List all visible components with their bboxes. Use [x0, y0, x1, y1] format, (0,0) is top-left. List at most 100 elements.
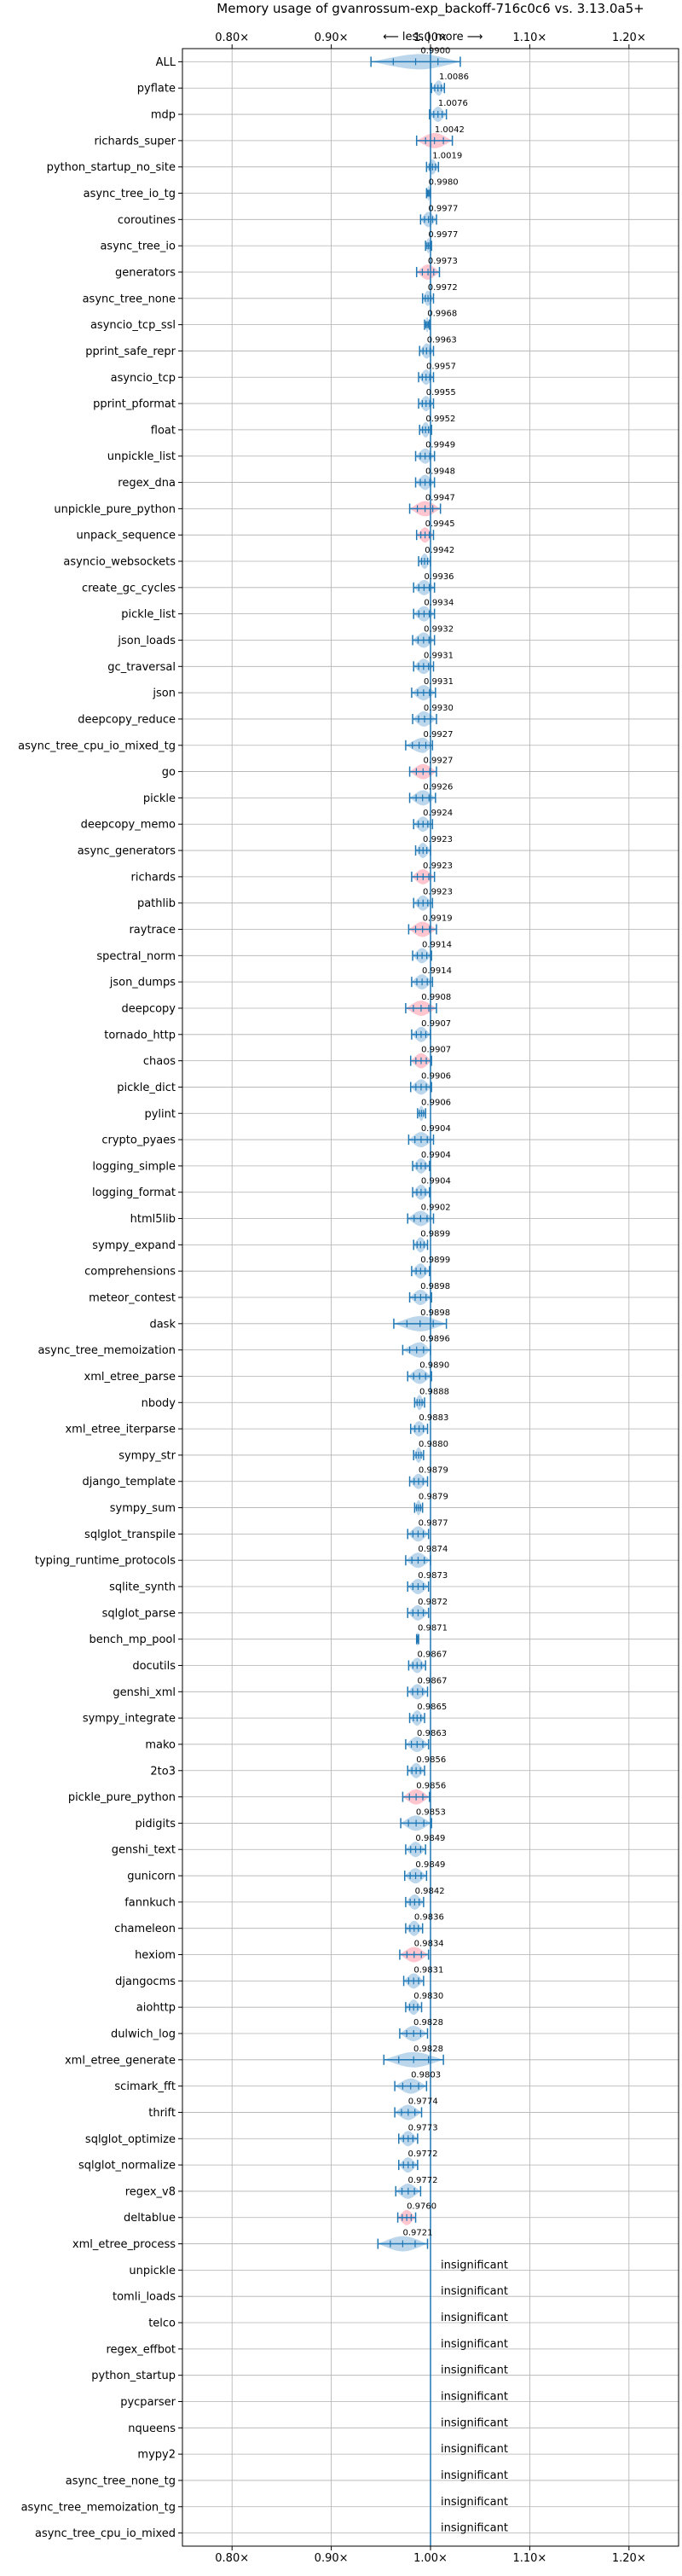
category-label: dask [149, 1318, 176, 1331]
category-label: python_startup_no_site [47, 161, 176, 174]
value-label: 0.9849 [415, 1834, 445, 1843]
value-label: 0.9945 [425, 519, 455, 529]
x-tick-label-top: 0.80× [215, 32, 249, 44]
value-label: 0.9904 [421, 1177, 451, 1186]
value-label: 0.9831 [413, 1965, 443, 1975]
category-label: async_tree_cpu_io_mixed [35, 2527, 176, 2540]
x-tick-label-bottom: 1.20× [612, 2552, 646, 2565]
category-label: sympy_sum [110, 1502, 176, 1515]
category-label: async_tree_none [83, 293, 176, 305]
category-label: deepcopy_reduce [78, 713, 176, 726]
category-label: docutils [132, 1660, 176, 1673]
category-label: djangocms [115, 1976, 176, 1988]
category-label: meteor_contest [89, 1292, 176, 1305]
value-label: 0.9957 [426, 362, 456, 371]
value-label: 0.9803 [411, 2071, 441, 2080]
category-label: raytrace [129, 924, 176, 937]
category-label: deepcopy_memo [81, 819, 176, 832]
category-label: nbody [142, 1397, 176, 1410]
category-label: mypy2 [137, 2449, 176, 2462]
category-label: aiohttp [136, 2002, 176, 2015]
category-label: pycparser [120, 2396, 176, 2409]
insignificant-label: insignificant [441, 2469, 508, 2482]
category-label: richards [131, 871, 176, 884]
category-label: json [152, 688, 176, 700]
category-label: pprint_safe_repr [85, 345, 176, 358]
value-label: 0.9968 [427, 310, 457, 319]
category-label: mako [145, 1738, 176, 1751]
category-label: unpack_sequence [76, 530, 176, 542]
chart-title: Memory usage of gvanrossum-exp_backoff-7… [217, 1, 644, 17]
category-label: tornado_http [104, 1029, 176, 1041]
value-label: 0.9828 [413, 2045, 443, 2054]
category-label: regex_effbot [106, 2343, 176, 2356]
value-label: 0.9772 [407, 2150, 437, 2159]
category-label: async_tree_none_tg [66, 2474, 176, 2487]
category-label: chameleon [114, 1923, 176, 1935]
value-label: 0.9931 [424, 651, 454, 660]
value-label: 0.9942 [425, 546, 454, 555]
value-label: 0.9856 [416, 1755, 446, 1765]
value-label: 0.9963 [427, 335, 457, 345]
category-label: pickle_pure_python [68, 1791, 176, 1804]
category-label: sympy_expand [92, 1239, 176, 1252]
category-label: nqueens [128, 2422, 176, 2435]
value-label: 0.9896 [420, 1335, 450, 1344]
category-label: ALL [156, 56, 176, 69]
value-label: 0.9842 [415, 1887, 445, 1896]
value-label: 0.9936 [425, 572, 454, 582]
category-label: pidigits [136, 1818, 176, 1830]
category-label: logging_simple [92, 1160, 176, 1173]
value-label: 0.9834 [414, 1940, 444, 1949]
value-label: 0.9877 [419, 1518, 448, 1528]
category-label: float [151, 424, 176, 437]
category-label: thrift [148, 2107, 176, 2120]
category-label: asyncio_tcp_ssl [90, 319, 176, 332]
x-tick-label-top: 1.00× [413, 32, 448, 44]
insignificant-label: insignificant [441, 2338, 508, 2351]
x-tick-label-bottom: 1.00× [413, 2552, 448, 2565]
category-label: pickle_list [121, 608, 176, 621]
value-label: 0.9900 [420, 46, 450, 55]
category-label: xml_etree_process [72, 2238, 176, 2251]
value-label: 0.9931 [424, 677, 454, 687]
category-label: pprint_pformat [93, 398, 176, 411]
value-label: 0.9977 [428, 230, 458, 240]
axis-ticks: 0.80× 0.80× 0.90× 0.90× 1.00× 1.00× 1.10× 1.10×… [178, 32, 646, 2565]
value-label: 0.9907 [421, 1046, 451, 1055]
value-label: 1.0019 [432, 152, 462, 161]
value-label: 0.9856 [416, 1782, 446, 1791]
value-label: 0.9923 [423, 888, 453, 897]
value-label: 0.9867 [418, 1650, 448, 1659]
category-label: pickle [143, 792, 176, 805]
value-label: 0.9955 [426, 388, 456, 397]
category-label: sqlglot_parse [102, 1607, 176, 1620]
category-label: python_startup [91, 2370, 176, 2382]
category-label: deepcopy [121, 1002, 176, 1015]
value-label: 0.9904 [421, 1124, 451, 1134]
category-label: coroutines [118, 214, 176, 227]
value-label: 1.0042 [435, 125, 465, 135]
value-label: 0.9924 [423, 809, 453, 818]
category-label: go [162, 766, 176, 779]
category-label: regex_v8 [125, 2185, 176, 2198]
insignificant-label: insignificant [441, 2312, 508, 2324]
value-label: 1.0076 [438, 99, 468, 108]
value-label: 0.9872 [418, 1598, 448, 1607]
value-label: 0.9899 [420, 1229, 450, 1239]
category-label: pickle_dict [117, 1082, 176, 1094]
category-label: xml_etree_iterparse [65, 1424, 176, 1436]
value-label: 0.9923 [423, 835, 453, 844]
value-label: 0.9880 [419, 1440, 448, 1449]
category-label: pylint [144, 1108, 176, 1121]
value-label: 0.9772 [407, 2176, 437, 2185]
category-labels: ALL 0.9900 pyflate 1.0086 mdp 1.0076 richards_… [18, 46, 508, 2540]
direction-separator: | [427, 31, 431, 44]
value-label: 0.9874 [418, 1545, 448, 1554]
value-label: 0.9836 [414, 1913, 444, 1923]
category-label: sqlite_synth [109, 1581, 176, 1594]
category-label: chaos [143, 1055, 176, 1068]
value-label: 0.9898 [420, 1282, 450, 1291]
value-label: 0.9977 [428, 204, 458, 213]
